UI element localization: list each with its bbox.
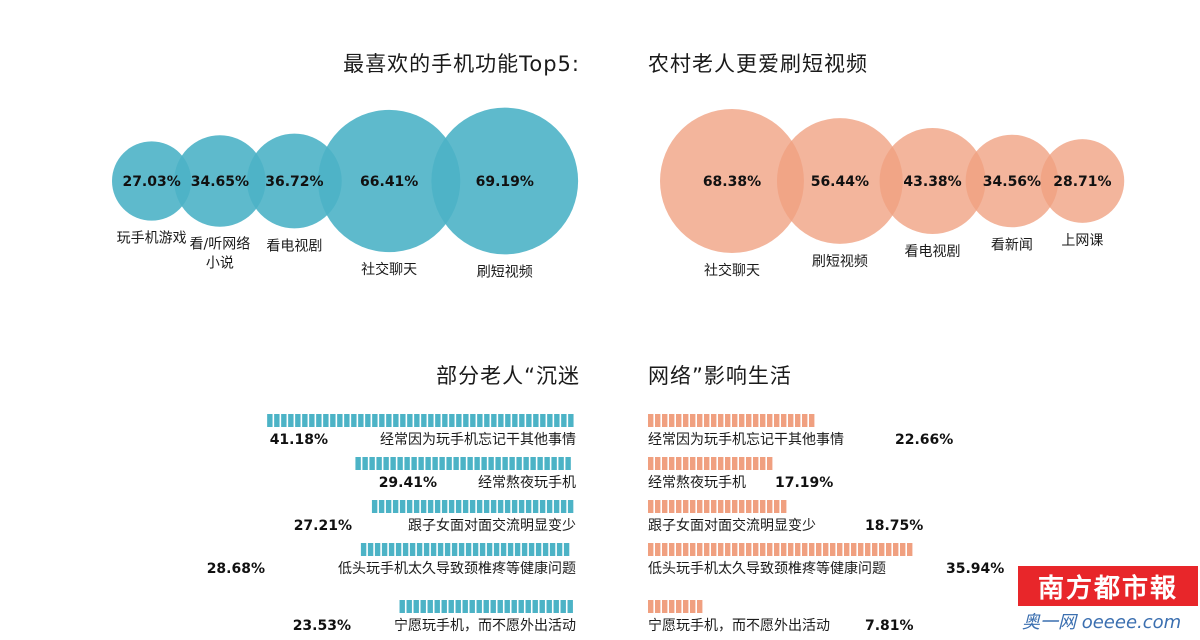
bubble-category-label-0-0: 玩手机游戏	[117, 231, 187, 247]
bar-left-value-label-0: 41.18%	[270, 432, 328, 448]
site-watermark: 奥一网 oeeee.com	[1022, 612, 1182, 633]
bubble-0-3	[318, 109, 461, 253]
bar-left-value-label-3: 28.68%	[207, 561, 265, 577]
bar-left-2	[371, 500, 574, 513]
bar-left-category-label-3: 低头玩手机太久导致颈椎疼等健康问题	[338, 560, 576, 577]
bar-left-4	[399, 600, 573, 613]
bubble-0-2	[247, 133, 342, 229]
bubble-value-label-1-0: 68.38%	[703, 174, 761, 190]
bubble-0-0	[111, 141, 192, 221]
chart-title-favorite-functions: 最喜欢的手机功能Top5:	[343, 52, 580, 76]
bubble-category-label-1-4: 上网课	[1061, 233, 1103, 249]
bubble-1-1	[776, 118, 903, 244]
bubble-category-label-1-2: 看电视剧	[905, 244, 961, 260]
chart-title-addiction-left: 部分老人“沉迷	[436, 364, 580, 388]
bubble-0-4	[431, 107, 579, 255]
bubble-1-2	[879, 128, 986, 234]
bubble-category-label-0-2: 看电视剧	[266, 238, 322, 254]
bar-left-category-label-0: 经常因为玩手机忘记干其他事情	[380, 432, 576, 448]
bar-right-value-label-0: 22.66%	[895, 432, 953, 448]
bar-left-value-label-1: 29.41%	[379, 475, 437, 491]
bar-left-category-label-1: 经常熬夜玩手机	[478, 475, 576, 491]
bar-left-category-label-2: 跟子女面对面交流明显变少	[408, 517, 576, 534]
bar-left-0	[267, 414, 574, 427]
bubble-value-label-0-2: 36.72%	[265, 174, 323, 190]
bar-right-2	[648, 500, 787, 513]
bar-right-category-label-4: 宁愿玩手机，而不愿外出活动	[648, 617, 830, 634]
bar-left-3	[360, 543, 570, 556]
bar-right-value-label-1: 17.19%	[775, 475, 833, 491]
bar-left-category-label-4: 宁愿玩手机，而不愿外出活动	[394, 617, 576, 634]
bar-right-category-label-1: 经常熬夜玩手机	[648, 475, 746, 491]
bubble-category-label-0-1-line0: 看/听网络	[190, 237, 251, 253]
bubble-category-label-1-1: 刷短视频	[812, 254, 868, 270]
bubble-value-label-1-2: 43.38%	[903, 174, 961, 190]
bar-right-value-label-2: 18.75%	[865, 518, 923, 534]
bubble-category-label-1-3: 看新闻	[991, 237, 1033, 253]
bar-left-1	[355, 457, 571, 470]
bubble-category-label-0-1-line1: 小说	[206, 256, 234, 272]
bubble-1-4	[1040, 139, 1125, 223]
bubble-value-label-1-4: 28.71%	[1053, 174, 1111, 190]
bubble-value-label-1-1: 56.44%	[811, 174, 869, 190]
bar-right-4	[648, 600, 703, 613]
bar-right-0	[648, 414, 815, 427]
bar-right-1	[648, 457, 773, 470]
bar-right-category-label-2: 跟子女面对面交流明显变少	[648, 517, 816, 534]
bubble-value-label-0-0: 27.03%	[122, 174, 180, 190]
bubble-1-3	[965, 134, 1059, 228]
bubble-category-label-1-0: 社交聊天	[704, 262, 760, 279]
bar-right-value-label-4: 7.81%	[865, 618, 914, 634]
bubble-value-label-0-3: 66.41%	[360, 174, 418, 190]
bar-right-value-label-3: 35.94%	[946, 561, 1004, 577]
bubble-1-0	[660, 109, 804, 253]
newspaper-logo: 南方都市報	[1018, 566, 1198, 606]
bar-right-category-label-3: 低头玩手机太久导致颈椎疼等健康问题	[648, 560, 886, 577]
bubble-value-label-1-3: 34.56%	[983, 174, 1041, 190]
bar-right-3	[648, 543, 913, 556]
bubble-value-label-0-1: 34.65%	[191, 174, 249, 190]
bubble-value-label-0-4: 69.19%	[476, 174, 534, 190]
bubble-category-label-0-4: 刷短视频	[477, 264, 533, 280]
bar-right-category-label-0: 经常因为玩手机忘记干其他事情	[648, 432, 844, 448]
bar-left-value-label-4: 23.53%	[293, 618, 351, 634]
bubble-0-1	[174, 135, 266, 227]
bar-left-value-label-2: 27.21%	[294, 518, 352, 534]
bubble-category-label-0-3: 社交聊天	[361, 261, 417, 278]
chart-title-addiction-right: 网络”影响生活	[648, 364, 792, 388]
chart-title-rural-elderly: 农村老人更爱刷短视频	[648, 52, 868, 76]
